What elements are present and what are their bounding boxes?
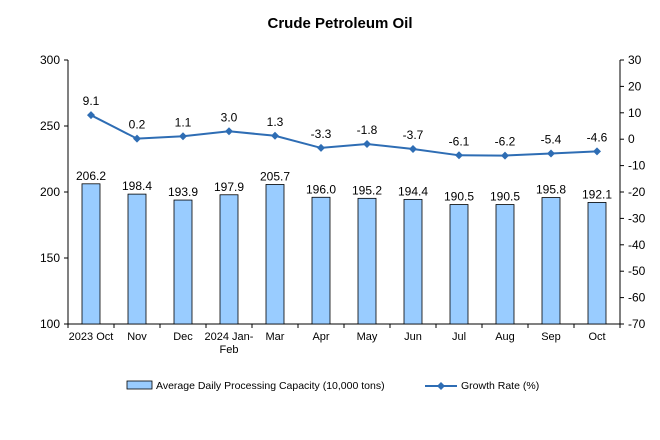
x-tick-label: Mar bbox=[266, 331, 285, 343]
y-right-tick-label: 10 bbox=[628, 106, 642, 120]
line-point bbox=[593, 147, 601, 156]
x-tick-label: Oct bbox=[588, 331, 605, 343]
x-tick-label: Aug bbox=[495, 331, 515, 343]
y-right-tick-label: -30 bbox=[628, 211, 646, 225]
line-value-label: -3.3 bbox=[311, 127, 332, 141]
bar-value-label: 195.2 bbox=[352, 183, 382, 197]
line-value-label: -1.8 bbox=[357, 123, 378, 137]
x-tick-label: Apr bbox=[312, 331, 329, 343]
line-point bbox=[455, 151, 463, 160]
bar-value-label: 197.9 bbox=[214, 180, 244, 194]
bar bbox=[219, 194, 239, 325]
x-tick-label: 2024 Jan- bbox=[205, 331, 254, 343]
bar-value-label: 196.0 bbox=[306, 182, 336, 196]
line-value-label: -6.1 bbox=[449, 134, 470, 148]
bar bbox=[127, 193, 147, 325]
x-tick-label: Nov bbox=[127, 331, 147, 343]
bar-value-label: 205.7 bbox=[260, 169, 290, 183]
line-value-label: -4.6 bbox=[587, 130, 608, 144]
y-right-tick-label: -40 bbox=[628, 238, 646, 252]
y-left-tick-label: 150 bbox=[40, 251, 60, 265]
bar bbox=[495, 204, 515, 325]
line-value-label: 1.3 bbox=[267, 115, 284, 129]
bar bbox=[357, 197, 377, 325]
bar-series bbox=[81, 183, 607, 325]
line-point bbox=[87, 111, 95, 120]
bar bbox=[541, 197, 561, 325]
line-value-label: 3.0 bbox=[221, 110, 238, 124]
y-left-tick-label: 250 bbox=[40, 119, 60, 133]
bar-value-label: 194.4 bbox=[398, 184, 428, 198]
line-point bbox=[271, 131, 279, 140]
bar bbox=[81, 183, 101, 325]
y-right-tick-label: 0 bbox=[628, 132, 635, 146]
line-point bbox=[363, 139, 371, 148]
bar-value-label: 192.1 bbox=[582, 187, 612, 201]
legend: Average Daily Processing Capacity (10,00… bbox=[126, 380, 539, 392]
legend-bar-label: Average Daily Processing Capacity (10,00… bbox=[156, 380, 385, 392]
bar bbox=[311, 196, 331, 325]
data-labels: 206.2 198.4 193.9 197.9 205.7 196.0 195.2 194.4… bbox=[76, 94, 612, 203]
bar-value-label: 195.8 bbox=[536, 183, 566, 197]
bar bbox=[265, 184, 285, 325]
bar-value-label: 190.5 bbox=[444, 190, 474, 204]
chart-title: Crude Petroleum Oil bbox=[267, 15, 412, 32]
line-value-label: 1.1 bbox=[175, 115, 192, 129]
bar-value-label: 190.5 bbox=[490, 190, 520, 204]
y-right-tick-label: -10 bbox=[628, 159, 646, 173]
line-series bbox=[87, 111, 601, 160]
bar bbox=[587, 202, 607, 325]
y-right-tick-label: -60 bbox=[628, 291, 646, 305]
y-left-tick-label: 100 bbox=[40, 317, 60, 331]
bar-value-label: 198.4 bbox=[122, 179, 152, 193]
growth-rate-line bbox=[90, 114, 598, 157]
y-right-tick-label: -20 bbox=[628, 185, 646, 199]
bar bbox=[173, 199, 193, 325]
y-right-tick-label: -70 bbox=[628, 317, 646, 331]
y-right-tick-label: 30 bbox=[628, 53, 642, 67]
legend-line-label: Growth Rate (%) bbox=[461, 380, 539, 392]
line-value-label: 9.1 bbox=[83, 94, 100, 108]
x-tick-label: May bbox=[357, 331, 378, 343]
y-left-tick-label: 200 bbox=[40, 185, 60, 199]
line-value-label: -3.7 bbox=[403, 128, 424, 142]
line-point bbox=[501, 151, 509, 160]
bar-value-label: 193.9 bbox=[168, 185, 198, 199]
bar-value-label: 206.2 bbox=[76, 169, 106, 183]
legend-line-marker bbox=[437, 382, 445, 390]
bar bbox=[449, 204, 469, 325]
line-point bbox=[317, 143, 325, 152]
x-tick-label: Feb bbox=[220, 344, 239, 356]
x-tick-label: 2023 Oct bbox=[69, 331, 114, 343]
x-tick-label: Dec bbox=[173, 331, 193, 343]
legend-bar-swatch bbox=[126, 380, 153, 390]
line-point bbox=[547, 149, 555, 158]
line-point bbox=[133, 134, 141, 143]
x-tick-label: Jun bbox=[404, 331, 422, 343]
line-point bbox=[179, 132, 187, 141]
line-value-label: 0.2 bbox=[129, 118, 146, 132]
x-tick-label: Sep bbox=[541, 331, 561, 343]
line-point bbox=[225, 127, 233, 136]
line-point bbox=[409, 144, 417, 153]
line-value-label: -6.2 bbox=[495, 135, 516, 149]
y-right-tick-label: -50 bbox=[628, 264, 646, 278]
y-left-tick-label: 300 bbox=[40, 53, 60, 67]
bar bbox=[403, 198, 423, 325]
y-right-tick-label: 20 bbox=[628, 79, 642, 93]
line-value-label: -5.4 bbox=[541, 132, 562, 146]
x-tick-label: Jul bbox=[452, 331, 466, 343]
